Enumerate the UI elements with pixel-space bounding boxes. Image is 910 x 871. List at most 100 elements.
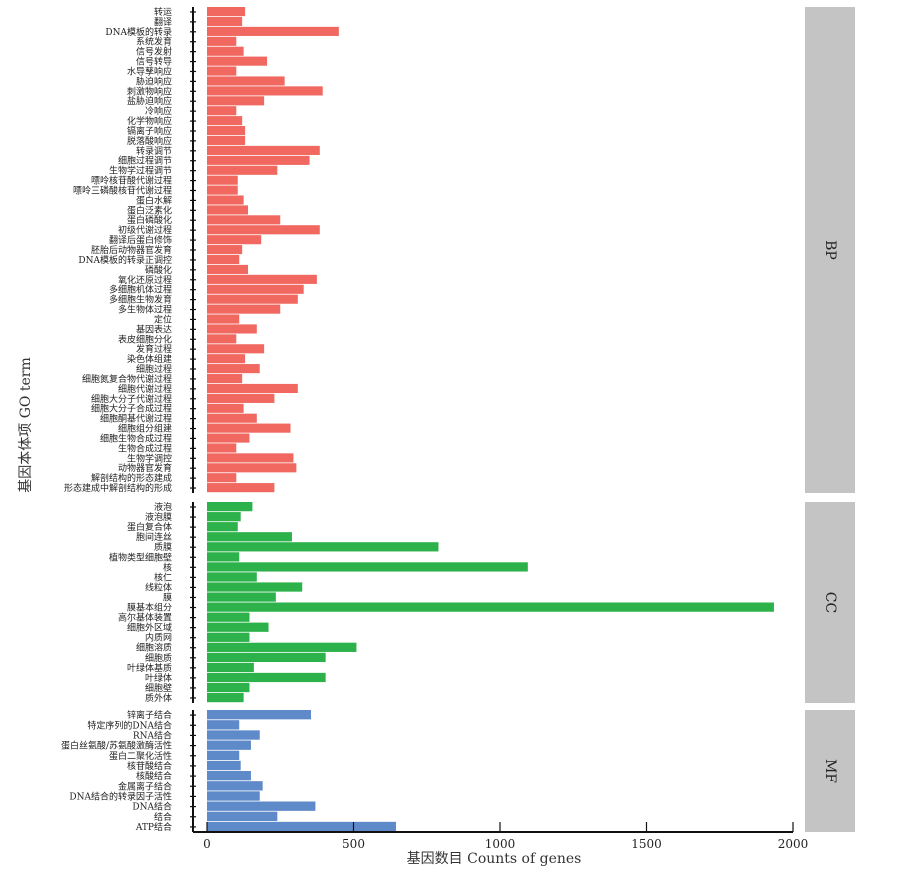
bar: [207, 512, 241, 522]
bar: [207, 720, 240, 730]
y-tick-label: 盐胁迫响应: [127, 95, 172, 107]
bar: [207, 135, 246, 146]
bar: [207, 26, 339, 36]
y-tick-label: 液泡: [154, 501, 172, 513]
bar: [207, 771, 251, 781]
y-tick-label: 生物合成过程: [118, 442, 172, 454]
x-tick-label: 500: [342, 837, 365, 851]
y-tick-label: 生物学调控: [127, 452, 172, 464]
x-tick-label: 2000: [778, 837, 809, 851]
y-tick-label: ATP结合: [135, 821, 172, 833]
y-tick-label: 金属离子结合: [118, 780, 172, 792]
strip-label: CC: [822, 592, 838, 613]
y-tick-label: 细胞氮复合物代谢过程: [82, 373, 172, 385]
y-tick-label: 结合: [154, 811, 172, 823]
y-tick-label: 镉离子响应: [127, 125, 172, 137]
y-tick-label: 化学物响应: [127, 115, 172, 127]
bar: [207, 473, 237, 483]
facet-panel-mf: 锌离子结合特定序列的DNA结合RNA结合蛋白丝氨酸/苏氨酸激酶活性蛋白二聚化活性…: [61, 709, 396, 833]
bar: [207, 235, 262, 245]
bar: [207, 522, 238, 532]
bar: [207, 195, 244, 205]
bar: [207, 245, 243, 255]
x-tick-label: 1000: [485, 837, 516, 851]
y-tick-label: 蛋白泛素化: [127, 204, 172, 216]
y-tick-label: 多细胞生物发育: [109, 294, 172, 306]
facet-panels: 转运翻译DNA模板的转录系统发育信号发射信号转导水导孳响应胁迫响应刺激物响应盐胁…: [61, 6, 774, 833]
bar: [207, 373, 243, 384]
bar: [207, 652, 326, 662]
y-tick-label: 内质网: [145, 632, 172, 644]
bar: [207, 413, 257, 423]
y-tick-label: DNA结合的转录因子活性: [69, 790, 172, 802]
bar: [207, 682, 250, 693]
bar: [207, 552, 240, 562]
bar: [207, 126, 246, 136]
y-tick-label: 水导孳响应: [127, 65, 172, 77]
y-tick-label: 锌离子结合: [127, 709, 172, 721]
bar: [207, 740, 251, 750]
bar: [207, 96, 265, 106]
y-tick-label: DNA模板的转录正调控: [78, 254, 172, 266]
bar: [207, 622, 269, 632]
bar: [207, 710, 312, 720]
x-axis: 0 500 1000 1500 2000: [193, 822, 808, 851]
y-tick-label: 蛋白磷酸化: [127, 214, 172, 226]
bar: [207, 821, 396, 832]
bar: [207, 185, 238, 195]
y-tick-label: 质膜: [154, 541, 172, 553]
y-tick-label: 膜: [163, 592, 172, 603]
y-tick-label: 膜基本组分: [127, 602, 172, 614]
y-tick-label: 细胞过程调节: [118, 155, 172, 167]
y-tick-label: 脱落酸响应: [127, 135, 172, 147]
y-tick-label: 胁迫响应: [136, 75, 172, 87]
y-axis-title: 基因本体项 GO term: [17, 357, 34, 492]
bar: [207, 165, 278, 175]
bar: [207, 582, 303, 592]
y-tick-label: 细胞生物合成过程: [100, 432, 172, 444]
y-tick-label: 转运: [154, 6, 172, 18]
y-tick-label: 液泡膜: [145, 511, 172, 523]
y-tick-label: 初级代谢过程: [118, 224, 172, 236]
y-tick-label: 动物器官发育: [118, 462, 172, 474]
bar: [207, 502, 253, 512]
y-tick-label: 染色体组建: [127, 353, 172, 365]
y-tick-label: 翻译: [154, 17, 172, 28]
bar: [207, 692, 244, 703]
y-tick-label: 细胞大分子代谢过程: [91, 393, 172, 405]
strip-label: BP: [822, 240, 838, 260]
y-tick-label: 信号发射: [136, 46, 172, 58]
bar: [207, 294, 298, 304]
facet-panel-cc: 液泡液泡膜蛋白复合体胞间连丝质膜植物类型细胞壁核核仁线粒体膜膜基本组分高尔基体装…: [109, 501, 774, 704]
bar: [207, 423, 291, 433]
bar: [207, 215, 281, 225]
y-tick-label: 细胞代谢过程: [118, 383, 172, 395]
bar: [207, 66, 237, 76]
y-tick-label: 叶绿体基质: [127, 662, 172, 674]
y-tick-label: 核苷酸结合: [127, 760, 172, 772]
bar: [207, 56, 268, 66]
y-tick-label: 胞间连丝: [136, 531, 172, 543]
bar: [207, 760, 241, 771]
bar: [207, 572, 257, 582]
y-tick-label: 定位: [154, 313, 172, 325]
bar: [207, 463, 297, 473]
bar: [207, 364, 260, 374]
y-tick-label: 细胞酮基代谢过程: [100, 413, 172, 425]
y-tick-label: RNA结合: [133, 729, 172, 741]
bar: [207, 602, 774, 612]
bar: [207, 642, 357, 652]
x-axis-title: 基因数目 Counts of genes: [407, 850, 582, 867]
x-tick-label: 0: [203, 837, 211, 851]
bar: [207, 36, 237, 46]
bar: [207, 155, 310, 165]
bar: [207, 7, 246, 17]
y-tick-label: DNA模板的转录: [105, 26, 172, 38]
facet-panel-bp: 转运翻译DNA模板的转录系统发育信号发射信号转导水导孳响应胁迫响应刺激物响应盐胁…: [64, 6, 339, 494]
bar: [207, 334, 237, 344]
bar: [207, 383, 298, 394]
y-tick-label: 多细胞机体过程: [109, 284, 172, 296]
y-tick-label: 蛋白丝氨酸/苏氨酸激酶活性: [61, 740, 172, 752]
bar: [207, 632, 250, 642]
bar: [207, 225, 320, 235]
